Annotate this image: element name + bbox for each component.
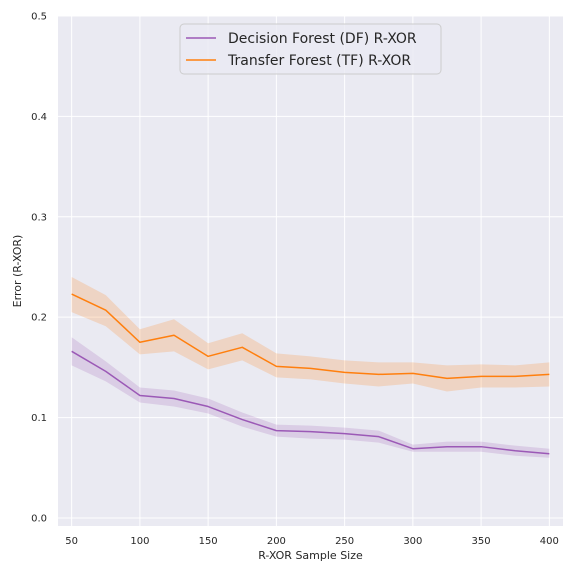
y-tick-label: 0.0 <box>31 513 47 524</box>
x-tick-label: 400 <box>540 536 559 547</box>
y-axis-ticks: 0.0 0.1 0.2 0.3 0.4 0.5 <box>31 12 47 525</box>
plot-area <box>58 16 563 526</box>
x-axis-ticks: 50 100 150 200 250 300 350 400 <box>65 536 559 547</box>
x-tick-label: 150 <box>199 536 218 547</box>
x-tick-label: 200 <box>267 536 286 547</box>
legend-box <box>179 23 442 75</box>
y-tick-label: 0.1 <box>31 413 47 424</box>
legend-entry: Decision Forest (DF) R-XOR <box>228 31 417 47</box>
series-line-0 <box>71 350 550 455</box>
x-axis-label: R-XOR Sample Size <box>258 549 363 562</box>
x-tick-label: 50 <box>65 536 78 547</box>
x-tick-label: 100 <box>130 536 149 547</box>
y-axis-label: Error (R-XOR) <box>11 235 24 308</box>
series-lines <box>71 293 550 455</box>
x-tick-label: 350 <box>472 536 491 547</box>
legend: Decision Forest (DF) R-XOR Transfer Fores… <box>179 23 442 75</box>
y-tick-label: 0.3 <box>31 212 47 223</box>
x-tick-label: 250 <box>335 536 354 547</box>
y-tick-label: 0.4 <box>31 112 47 123</box>
x-tick-label: 300 <box>403 536 422 547</box>
series-line-1 <box>71 293 550 380</box>
y-tick-label: 0.5 <box>31 12 47 23</box>
y-tick-label: 0.2 <box>31 313 47 324</box>
legend-entry: Transfer Forest (TF) R-XOR <box>227 53 411 69</box>
grid <box>58 15 563 526</box>
